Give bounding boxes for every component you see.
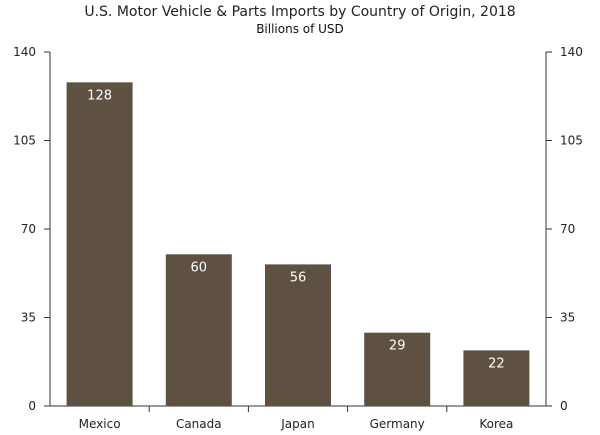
left-y-tick-label: 105 [13, 134, 36, 148]
data-label-japan: 56 [290, 270, 307, 285]
chart-title: U.S. Motor Vehicle & Parts Imports by Co… [84, 4, 516, 20]
data-label-mexico: 128 [87, 88, 112, 103]
left-y-tick-label: 35 [21, 311, 36, 325]
x-tick-label-korea: Korea [479, 417, 513, 431]
left-y-tick-label: 0 [28, 399, 36, 413]
x-tick-label-mexico: Mexico [79, 417, 121, 431]
right-y-tick-label: 105 [560, 134, 583, 148]
chart-bars [66, 82, 530, 406]
bar-japan [265, 264, 331, 406]
left-y-tick-label: 140 [13, 45, 36, 59]
data-label-canada: 60 [191, 260, 208, 275]
bar-canada [165, 254, 232, 406]
data-label-germany: 29 [389, 339, 406, 354]
right-y-tick-label: 0 [560, 399, 568, 413]
right-y-tick-label: 35 [560, 311, 575, 325]
bar-germany [364, 332, 431, 406]
x-tick-label-canada: Canada [176, 417, 222, 431]
right-y-tick-label: 140 [560, 45, 583, 59]
data-label-korea: 22 [488, 356, 505, 371]
bar-mexico [66, 82, 133, 406]
chart-labels: 128 Mexico 60 Canada 56 Japan 29 Germany 22 Korea [79, 88, 514, 431]
left-y-tick-label: 70 [21, 222, 36, 236]
chart-subtitle: Billions of USD [256, 22, 344, 36]
bar-korea [463, 350, 530, 406]
x-tick-label-germany: Germany [370, 417, 425, 431]
right-y-tick-label: 70 [560, 222, 575, 236]
chart-axes: 0 0 35 35 70 70 105 105 140 140 [13, 45, 583, 413]
x-tick-label-japan: Japan [280, 417, 314, 431]
